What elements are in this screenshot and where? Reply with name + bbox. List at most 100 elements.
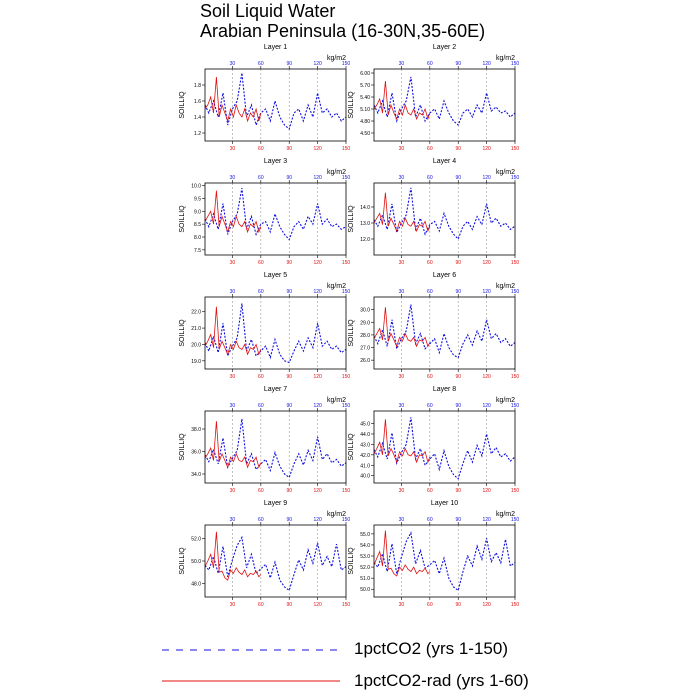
x-tick-label-bottom: 150 [342, 488, 351, 494]
panel-title: Layer 5 [264, 272, 287, 279]
legend-label-1pctco2: 1pctCO2 (yrs 1-150) [354, 639, 508, 658]
y-axis-label: SOILLIQ [179, 205, 186, 233]
y-axis-label: SOILLIQ [179, 547, 186, 575]
y-tick-label: 4.50 [360, 131, 370, 137]
x-tick-label-top: 60 [427, 517, 433, 523]
legend [162, 649, 340, 682]
units-label: kg/m2 [327, 55, 346, 62]
y-tick-label: 54.0 [360, 543, 370, 549]
x-tick-label-top: 60 [427, 403, 433, 409]
x-tick-label-bottom: 90 [455, 374, 461, 380]
x-tick-label-bottom: 90 [286, 374, 292, 380]
y-tick-label: 44.0 [360, 432, 370, 438]
y-tick-label: 50.0 [191, 559, 201, 565]
x-tick-label-top: 30 [399, 517, 405, 523]
panel-title: Layer 2 [433, 44, 456, 51]
panel-title: Layer 1 [264, 44, 287, 51]
y-tick-label: 29.0 [360, 320, 370, 326]
x-tick-label-top: 150 [342, 403, 351, 409]
x-tick-label-top: 150 [511, 403, 520, 409]
x-tick-label-bottom: 120 [482, 374, 491, 380]
series-line-1pctco2 [205, 535, 346, 592]
x-tick-label-top: 30 [230, 289, 236, 295]
x-tick-label-bottom: 90 [455, 260, 461, 266]
x-tick-label-bottom: 150 [511, 602, 520, 608]
x-tick-label-top: 120 [313, 175, 322, 181]
panel-title: Layer 6 [433, 272, 456, 279]
x-tick-label-top: 60 [427, 175, 433, 181]
panel-title: Layer 10 [431, 500, 458, 507]
plot-frame [373, 524, 516, 598]
y-tick-label: 20.0 [191, 342, 201, 348]
series-line-1pctco2 [205, 303, 346, 364]
y-tick-label: 5.40 [360, 95, 370, 101]
y-tick-label: 1.2 [194, 131, 201, 137]
x-tick-label-bottom: 30 [399, 602, 405, 608]
x-tick-label-bottom: 30 [399, 488, 405, 494]
panel-title: Layer 7 [264, 386, 287, 393]
y-tick-label: 28.0 [360, 333, 370, 339]
plot-frame [204, 296, 347, 370]
x-tick-label-bottom: 120 [313, 488, 322, 494]
y-tick-label: 6.00 [360, 71, 370, 77]
x-tick-label-bottom: 60 [258, 146, 264, 152]
x-tick-label-bottom: 120 [313, 602, 322, 608]
y-tick-label: 10.0 [191, 184, 201, 190]
x-tick-label-bottom: 120 [482, 146, 491, 152]
x-tick-label-bottom: 60 [258, 488, 264, 494]
y-tick-label: 48.0 [191, 582, 201, 588]
x-tick-label-bottom: 150 [511, 488, 520, 494]
x-tick-label-bottom: 90 [455, 146, 461, 152]
series-line-1pctco2-rad [205, 421, 262, 469]
panel-layer-9: Layer 9 kg/m2 30 30 60 60 90 90 120 120 150 150 48.0… [179, 500, 350, 608]
y-axis-label: SOILLIQ [348, 91, 355, 119]
x-tick-label-bottom: 150 [511, 260, 520, 266]
series-line-1pctco2-rad [374, 80, 431, 121]
x-tick-label-bottom: 30 [399, 374, 405, 380]
x-tick-label-top: 150 [511, 517, 520, 523]
panel-layer-6: Layer 6 kg/m2 30 30 60 60 90 90 120 120 150 150 26.0… [348, 272, 519, 380]
x-tick-label-top: 120 [313, 289, 322, 295]
y-tick-label: 50.0 [360, 587, 370, 593]
x-tick-label-top: 60 [427, 289, 433, 295]
x-tick-label-top: 90 [286, 61, 292, 67]
x-tick-label-bottom: 60 [258, 260, 264, 266]
x-tick-label-top: 120 [313, 61, 322, 67]
y-tick-label: 4.80 [360, 119, 370, 125]
y-tick-label: 5.70 [360, 83, 370, 89]
y-tick-label: 7.5 [194, 248, 201, 254]
y-tick-label: 13.0 [360, 221, 370, 227]
x-tick-label-top: 120 [482, 175, 491, 181]
x-tick-label-bottom: 30 [230, 260, 236, 266]
x-tick-label-bottom: 120 [482, 488, 491, 494]
y-tick-label: 42.0 [360, 453, 370, 459]
x-tick-label-bottom: 60 [427, 260, 433, 266]
x-tick-label-top: 120 [313, 403, 322, 409]
x-tick-label-bottom: 150 [342, 260, 351, 266]
x-tick-label-top: 60 [258, 403, 264, 409]
y-tick-label: 27.0 [360, 346, 370, 352]
x-tick-label-bottom: 150 [342, 602, 351, 608]
y-tick-label: 38.0 [191, 427, 201, 433]
y-axis-label: SOILLIQ [179, 319, 186, 347]
x-tick-label-top: 150 [342, 175, 351, 181]
x-tick-label-top: 30 [399, 289, 405, 295]
x-tick-label-top: 120 [482, 517, 491, 523]
series-line-1pctco2 [205, 72, 346, 130]
x-tick-label-top: 60 [427, 61, 433, 67]
units-label: kg/m2 [496, 55, 515, 62]
x-tick-label-bottom: 150 [511, 374, 520, 380]
x-tick-label-bottom: 120 [313, 146, 322, 152]
x-tick-label-top: 90 [455, 403, 461, 409]
plot-frame [204, 68, 347, 142]
y-tick-label: 26.0 [360, 358, 370, 364]
series-line-1pctco2 [374, 304, 515, 359]
x-tick-label-bottom: 30 [230, 488, 236, 494]
units-label: kg/m2 [327, 511, 346, 518]
plot-frame [373, 182, 516, 256]
x-tick-label-bottom: 90 [286, 260, 292, 266]
y-tick-label: 21.0 [191, 326, 201, 332]
x-tick-label-bottom: 90 [286, 146, 292, 152]
plot-frame [373, 296, 516, 370]
